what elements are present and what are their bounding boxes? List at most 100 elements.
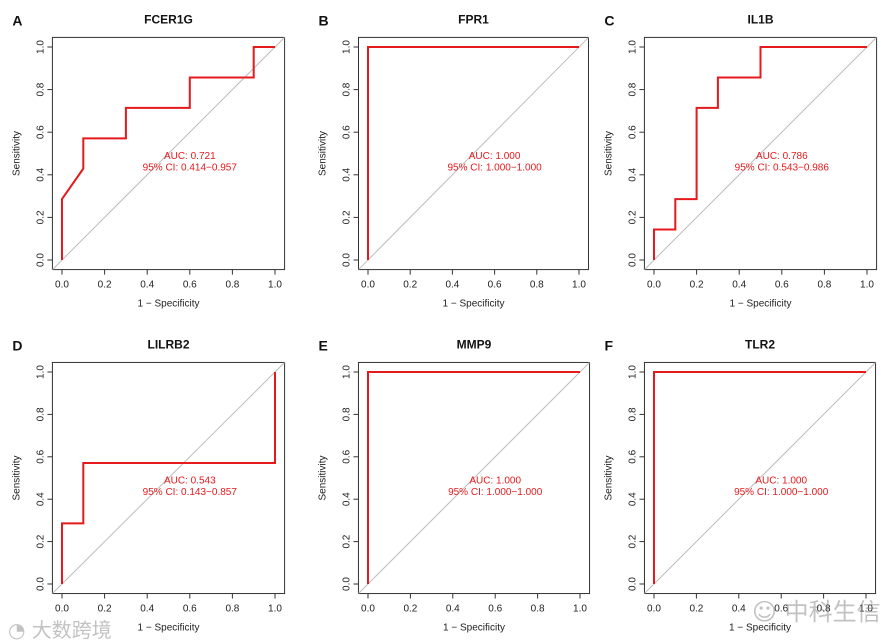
plot-frame [643,36,878,271]
auc-label: AUC: 0.786 [756,151,808,162]
x-tick-label: 0.4 [732,280,746,291]
x-tick-label: 0.2 [690,280,704,291]
ci-label: 95% CI: 0.543−0.986 [735,163,830,174]
ci-label: 95% CI: 0.143−0.857 [143,487,238,498]
roc-curve [61,372,276,584]
y-tick-label: 0.0 [35,577,46,591]
y-tick-label: 0.6 [342,125,353,139]
y-tick-label: 0.6 [627,125,638,139]
y-tick-label: 0.4 [627,167,638,181]
y-tick-label: 0.2 [35,210,46,224]
x-tick-label: 0.0 [361,280,375,291]
panel-d: 0.0 0.0 0.2 0.2 0.4 0.4 0.6 0.6 0.8 0.8 1.0 1.0 1 − … [11,337,286,634]
y-tick-label: 0.8 [35,407,46,421]
y-tick-label: 0.0 [627,577,638,591]
x-tick-label: 0.2 [403,280,417,291]
ci-label: 95% CI: 1.000−1.000 [447,163,542,174]
y-tick-label: 0.6 [35,449,46,463]
panel-f: 0.0 0.0 0.2 0.2 0.4 0.4 0.6 0.6 0.8 0.8 1.0 1.0 1 − … [603,337,877,634]
x-tick-label: 0.8 [817,280,831,291]
panel-title: IL1B [747,12,773,26]
y-tick-label: 0.0 [341,577,352,591]
plot-frame [357,361,591,595]
y-tick-label: 1.0 [627,40,638,54]
watermark-right: ☺ 中科生信 [752,598,881,626]
ci-label: 95% CI: 1.000−1.000 [448,487,543,498]
panel-title: FCER1G [144,12,193,26]
panel-letter: C [604,12,614,28]
y-tick-label: 0.8 [341,407,352,421]
y-tick-label: 0.4 [342,167,353,181]
auc-label: AUC: 0.721 [164,151,216,162]
panel-title: FPR1 [458,12,489,26]
y-tick-label: 0.4 [35,167,46,181]
y-tick-label: 1.0 [627,365,638,379]
plot-frame [51,36,286,271]
y-axis-label: Sensitivity [11,131,22,176]
y-axis-label: Sensitivity [317,455,328,500]
panel-letter: E [318,337,327,353]
y-tick-label: 0.2 [342,210,353,224]
x-tick-label: 0.4 [446,604,460,615]
y-tick-label: 0.8 [627,407,638,421]
y-tick-label: 0.4 [35,492,46,506]
y-tick-label: 0.4 [627,492,638,506]
y-tick-label: 0.0 [35,253,46,267]
y-tick-label: 0.8 [35,82,46,96]
auc-label: AUC: 0.543 [164,475,216,486]
diagonal-reference-line [644,37,877,270]
panel-e: 0.0 0.0 0.2 0.2 0.4 0.4 0.6 0.6 0.8 0.8 1.0 1.0 1 − … [317,337,591,634]
auc-label: AUC: 1.000 [469,475,521,486]
x-tick-label: 0.0 [361,604,375,615]
x-tick-label: 0.2 [98,604,112,615]
x-tick-label: 0.6 [488,280,502,291]
auc-label: AUC: 1.000 [469,151,521,162]
x-axis-label: 1 − Specificity [443,299,505,310]
x-axis-label: 1 − Specificity [443,623,505,634]
x-tick-label: 1.0 [860,280,874,291]
y-tick-label: 1.0 [35,40,46,54]
x-tick-label: 0.0 [647,604,661,615]
panel-title: LILRB2 [148,337,190,351]
x-tick-label: 0.4 [140,604,154,615]
diagonal-reference-line [358,37,589,270]
diagonal-reference-line [52,362,285,594]
y-tick-label: 0.8 [627,82,638,96]
x-tick-label: 0.6 [183,604,197,615]
panel-title: MMP9 [457,337,492,351]
y-tick-label: 0.2 [627,534,638,548]
roc-curve [653,46,867,260]
x-tick-label: 0.0 [647,280,661,291]
watermark-left: ◔ 大数跨境 [8,618,112,642]
panel-title: TLR2 [745,337,775,351]
y-tick-label: 0.8 [342,82,353,96]
x-tick-label: 1.0 [859,604,873,615]
panel-letter: A [12,12,22,28]
x-axis-label: 1 − Specificity [730,299,792,310]
plot-frame [51,361,286,595]
x-tick-label: 0.2 [403,604,417,615]
x-tick-label: 0.6 [183,280,197,291]
x-tick-label: 0.4 [732,604,746,615]
panel-letter: F [604,337,613,353]
y-tick-label: 1.0 [341,365,352,379]
y-tick-label: 0.0 [627,253,638,267]
x-tick-label: 0.6 [774,604,788,615]
diagonal-reference-line [644,362,876,594]
x-tick-label: 0.4 [140,280,154,291]
y-tick-label: 1.0 [342,40,353,54]
x-tick-label: 0.4 [445,280,459,291]
x-tick-label: 0.8 [531,604,545,615]
y-tick-label: 0.6 [35,125,46,139]
y-tick-label: 0.0 [342,253,353,267]
x-tick-label: 0.2 [98,280,112,291]
x-tick-label: 0.6 [488,604,502,615]
y-axis-label: Sensitivity [318,131,329,176]
roc-curve [367,371,580,584]
y-tick-label: 0.4 [341,492,352,506]
panel-a: 0.0 0.0 0.2 0.2 0.4 0.4 0.6 0.6 0.8 0.8 1.0 1.0 1 − … [11,12,286,310]
x-tick-label: 0.2 [689,604,703,615]
diagonal-reference-line [52,37,285,270]
